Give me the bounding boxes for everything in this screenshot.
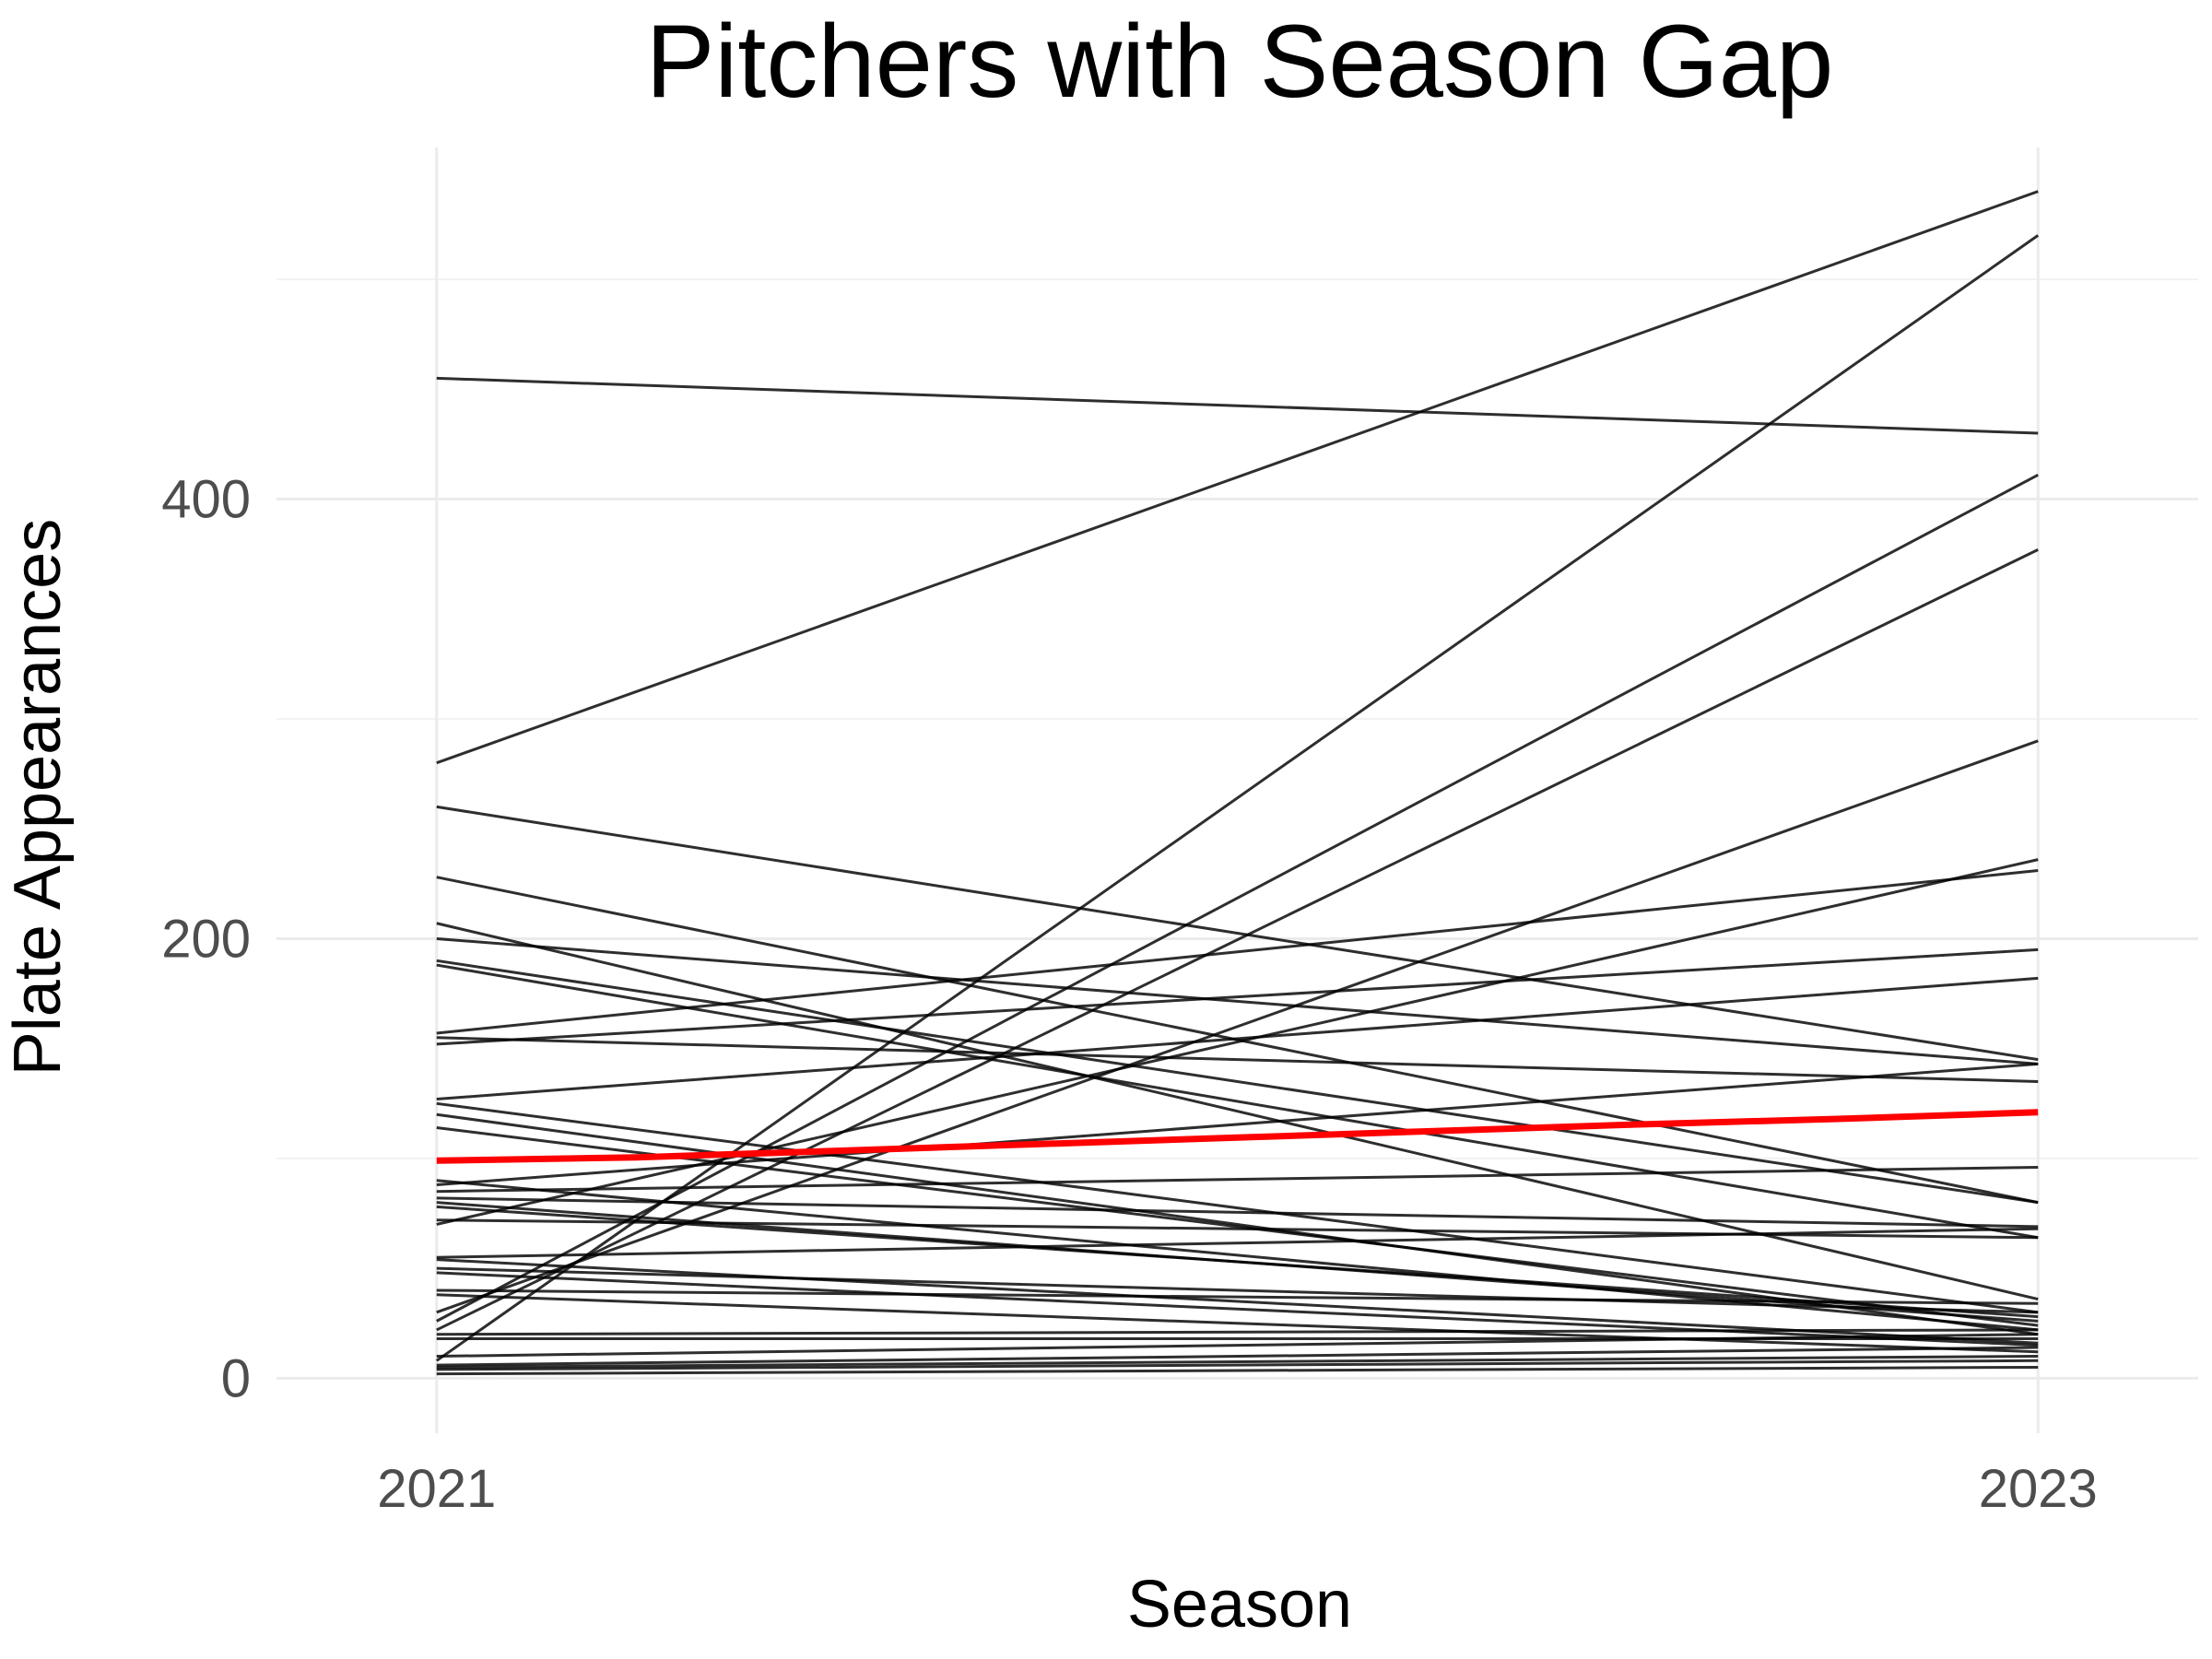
series-line-36 [436,1346,2039,1367]
series-layer [435,190,2040,1376]
series-line-18 [436,1196,2039,1229]
series-line-37 [436,1355,2039,1369]
series-line-2 [436,805,2039,1062]
series-line-32 [436,1328,2039,1336]
y-tick-label-0: 0 [221,1348,251,1408]
series-line-27 [436,1288,2039,1305]
tick-layer: 0 200 400 2021 2023 [161,470,2098,1519]
series-line-25 [436,1266,2039,1314]
series-line-26 [436,1271,2039,1347]
series-line-23 [436,1227,2039,1259]
series-line-14 [436,1126,2039,1327]
series-line-17 [436,1165,2039,1194]
chart-title: Pitchers with Season Gap [646,4,1834,119]
series-line-39 [436,1365,2039,1376]
series-line-8 [436,869,2039,1035]
series-line-20 [436,1205,2039,1319]
y-tick-label-1: 200 [161,909,251,969]
series-line-28 [436,1293,2039,1354]
series-line-6 [436,959,2039,1205]
x-tick-label-0: 2021 [377,1459,496,1519]
series-line-11 [436,976,2039,1101]
trend-layer [436,1109,2039,1164]
series-line-1 [436,190,2039,765]
series-line-10 [436,947,2039,1046]
trend-line [436,1109,2039,1164]
series-line-35 [435,234,2040,1362]
series-line-7 [436,963,2039,1240]
series-line-24 [436,1258,2039,1345]
series-line-29 [436,739,2039,1314]
series-line-22 [436,858,2039,1226]
y-axis-title: Plate Appearances [1,519,75,1076]
grid-layer [276,147,2198,1433]
x-tick-label-1: 2023 [1979,1459,2098,1519]
series-line-5 [436,936,2039,1065]
y-tick-label-2: 400 [161,470,251,530]
series-line-12 [436,1101,2039,1314]
x-axis-title: Season [1127,1568,1352,1641]
series-line-30 [436,473,2039,1323]
series-line-31 [436,548,2039,1332]
series-line-38 [436,1359,2039,1371]
series-line-4 [436,922,2039,1300]
series-line-34 [436,1333,2039,1359]
series-line-9 [436,1036,2039,1083]
